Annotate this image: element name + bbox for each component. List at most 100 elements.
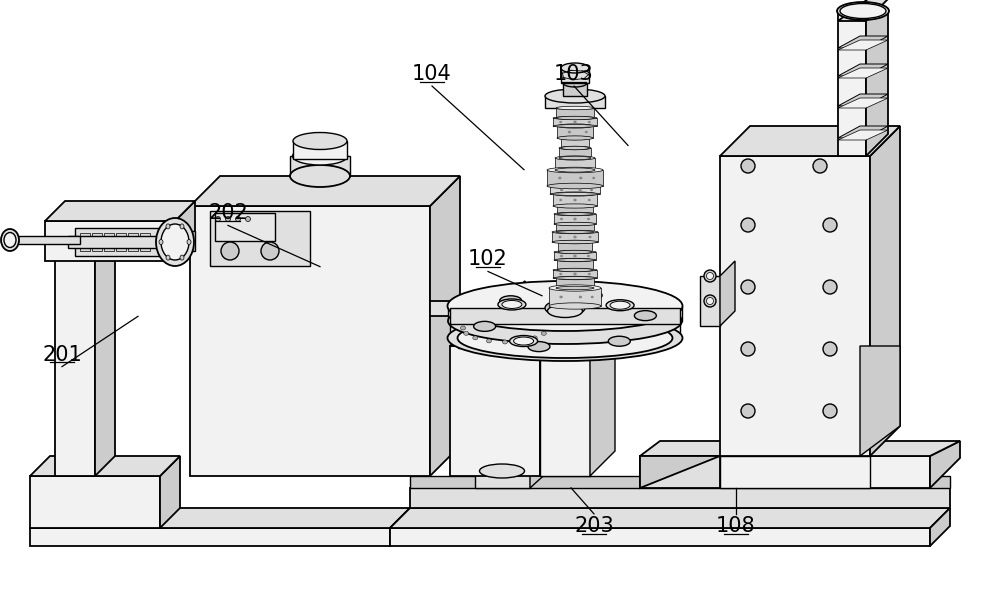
Ellipse shape <box>156 218 194 266</box>
Polygon shape <box>128 233 138 251</box>
Ellipse shape <box>574 273 576 275</box>
Polygon shape <box>140 233 150 251</box>
Polygon shape <box>557 126 593 138</box>
Ellipse shape <box>502 301 522 308</box>
Polygon shape <box>838 40 888 50</box>
Ellipse shape <box>486 313 491 317</box>
Ellipse shape <box>293 133 347 150</box>
Ellipse shape <box>588 121 591 123</box>
Ellipse shape <box>226 216 230 222</box>
Ellipse shape <box>588 199 591 201</box>
Polygon shape <box>430 301 505 316</box>
Polygon shape <box>215 213 275 241</box>
Polygon shape <box>870 126 900 456</box>
Ellipse shape <box>557 268 593 271</box>
Polygon shape <box>390 508 950 528</box>
Ellipse shape <box>559 146 591 150</box>
Ellipse shape <box>545 300 585 316</box>
Polygon shape <box>860 346 900 456</box>
Ellipse shape <box>560 188 563 191</box>
Ellipse shape <box>553 204 597 208</box>
Ellipse shape <box>741 218 755 232</box>
Ellipse shape <box>549 303 601 309</box>
Ellipse shape <box>550 185 600 187</box>
Ellipse shape <box>741 404 755 418</box>
Polygon shape <box>450 346 540 476</box>
Ellipse shape <box>560 255 563 258</box>
Ellipse shape <box>448 315 682 361</box>
Ellipse shape <box>574 255 576 258</box>
Ellipse shape <box>547 183 603 189</box>
Polygon shape <box>45 221 175 261</box>
Ellipse shape <box>261 242 279 260</box>
Polygon shape <box>557 206 593 214</box>
Polygon shape <box>838 126 888 138</box>
Polygon shape <box>550 186 600 194</box>
Ellipse shape <box>574 255 576 258</box>
Polygon shape <box>116 233 126 251</box>
Ellipse shape <box>591 296 594 298</box>
Polygon shape <box>838 11 866 156</box>
Polygon shape <box>540 316 570 476</box>
Text: 104: 104 <box>412 64 452 84</box>
Text: 202: 202 <box>208 203 248 224</box>
Polygon shape <box>838 64 888 76</box>
Polygon shape <box>390 508 410 546</box>
Ellipse shape <box>560 296 563 298</box>
Polygon shape <box>563 83 587 96</box>
Polygon shape <box>556 278 594 288</box>
Ellipse shape <box>498 299 526 310</box>
Ellipse shape <box>574 121 576 123</box>
Polygon shape <box>553 118 597 126</box>
Ellipse shape <box>236 216 240 222</box>
Polygon shape <box>175 201 195 261</box>
Ellipse shape <box>473 316 478 320</box>
Ellipse shape <box>216 216 220 222</box>
Ellipse shape <box>480 464 524 478</box>
Ellipse shape <box>166 224 170 229</box>
Polygon shape <box>190 176 460 206</box>
Polygon shape <box>720 261 735 326</box>
Ellipse shape <box>560 188 563 191</box>
Ellipse shape <box>458 303 552 333</box>
Polygon shape <box>720 156 870 456</box>
Polygon shape <box>540 346 590 476</box>
Ellipse shape <box>741 159 755 173</box>
Ellipse shape <box>579 177 582 179</box>
Polygon shape <box>95 221 115 476</box>
Polygon shape <box>549 288 601 306</box>
Ellipse shape <box>579 296 582 298</box>
Ellipse shape <box>166 255 170 260</box>
Polygon shape <box>410 476 950 488</box>
Ellipse shape <box>159 239 163 244</box>
Ellipse shape <box>588 236 592 238</box>
Polygon shape <box>554 214 596 224</box>
Ellipse shape <box>579 296 582 298</box>
Polygon shape <box>640 456 720 488</box>
Ellipse shape <box>558 177 561 179</box>
Ellipse shape <box>161 224 189 260</box>
Ellipse shape <box>634 311 656 321</box>
Ellipse shape <box>579 188 582 191</box>
Ellipse shape <box>552 240 598 244</box>
Ellipse shape <box>464 331 469 335</box>
Ellipse shape <box>548 304 582 318</box>
Polygon shape <box>866 11 888 156</box>
Ellipse shape <box>561 146 589 150</box>
Ellipse shape <box>559 121 562 123</box>
Ellipse shape <box>474 321 496 331</box>
Ellipse shape <box>292 147 348 165</box>
Ellipse shape <box>741 280 755 294</box>
Polygon shape <box>640 456 930 488</box>
Ellipse shape <box>556 276 594 280</box>
Ellipse shape <box>448 298 682 344</box>
Polygon shape <box>545 96 605 108</box>
Polygon shape <box>556 108 594 118</box>
Ellipse shape <box>587 218 590 220</box>
Polygon shape <box>104 233 114 251</box>
Text: 203: 203 <box>574 516 614 536</box>
Polygon shape <box>45 201 195 221</box>
Polygon shape <box>540 321 615 346</box>
Polygon shape <box>92 233 102 251</box>
Polygon shape <box>68 236 175 248</box>
